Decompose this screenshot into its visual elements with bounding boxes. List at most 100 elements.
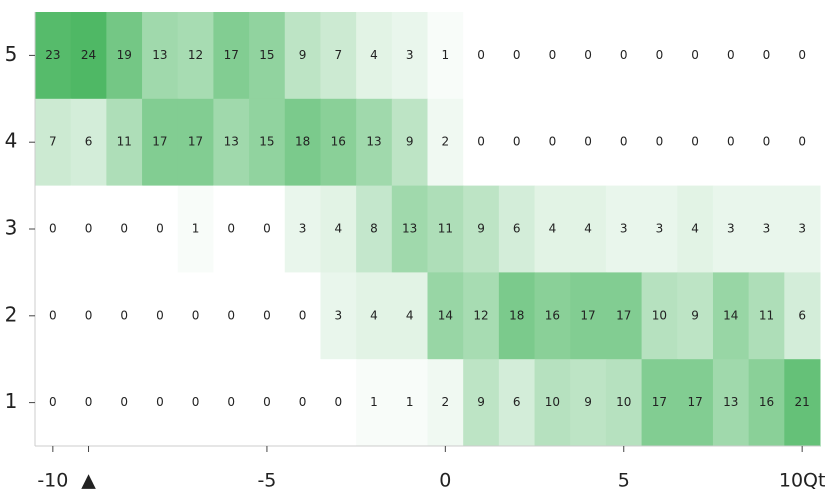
cell-label: 17 <box>224 48 239 62</box>
cell-label: 0 <box>549 135 557 149</box>
cell-label: 0 <box>85 395 93 409</box>
cell-label: 0 <box>763 48 771 62</box>
x-tick-label: 10Qt <box>779 470 826 492</box>
heat-cell <box>534 272 571 360</box>
heat-cell <box>677 12 714 100</box>
cell-label: 0 <box>513 135 521 149</box>
heat-cell <box>142 359 179 447</box>
heat-cell <box>391 272 428 360</box>
x-tick-label: -10 <box>37 470 68 492</box>
cell-label: 6 <box>513 222 521 236</box>
heat-cell <box>427 12 464 100</box>
heat-cell <box>213 12 250 100</box>
cell-label: 0 <box>120 308 128 322</box>
heat-cell <box>320 98 357 187</box>
cell-label: 18 <box>295 135 310 149</box>
cell-label: 0 <box>49 395 57 409</box>
heat-cell <box>570 185 607 273</box>
cell-label: 9 <box>406 135 414 149</box>
heat-cell <box>391 12 428 100</box>
heat-cell <box>463 359 500 447</box>
heat-cell <box>106 272 143 360</box>
cell-label: 9 <box>477 222 485 236</box>
cell-label: 0 <box>192 308 200 322</box>
cell-label: 14 <box>438 308 453 322</box>
cell-label: 0 <box>727 48 735 62</box>
heat-cell <box>213 98 250 187</box>
x-tick-label: ▲ <box>81 470 96 492</box>
cell-label: 1 <box>406 395 414 409</box>
y-tick-label: 5 <box>5 42 18 66</box>
heat-cell <box>356 98 393 187</box>
heat-cell <box>320 359 357 447</box>
cell-label: 6 <box>798 308 806 322</box>
heat-cell <box>641 359 678 447</box>
heat-cell <box>605 359 643 447</box>
heat-cell <box>427 272 464 360</box>
heat-cell <box>748 272 785 360</box>
heat-cell <box>106 359 143 447</box>
cell-label: 1 <box>442 48 450 62</box>
cell-label: 0 <box>656 48 664 62</box>
heat-cell <box>70 359 107 447</box>
heat-cell <box>213 359 250 447</box>
cell-label: 15 <box>259 135 274 149</box>
cell-label: 8 <box>370 222 378 236</box>
cell-label: 0 <box>691 135 699 149</box>
heat-cell <box>249 272 286 360</box>
cell-label: 0 <box>798 135 806 149</box>
heat-cell <box>784 185 821 273</box>
heat-cell <box>427 98 464 187</box>
cell-label: 12 <box>473 308 488 322</box>
heat-cell <box>106 98 143 187</box>
cell-label: 18 <box>509 308 524 322</box>
cell-label: 1 <box>192 222 200 236</box>
heat-cell <box>605 12 643 100</box>
heat-cell <box>748 12 785 100</box>
cell-label: 17 <box>580 308 595 322</box>
cell-label: 0 <box>227 395 235 409</box>
cell-label: 0 <box>549 48 557 62</box>
heat-cell <box>249 185 286 273</box>
heat-cell <box>570 272 607 360</box>
heat-cell <box>35 272 72 360</box>
heat-cell <box>427 359 464 447</box>
cell-label: 10 <box>616 395 631 409</box>
cell-label: 17 <box>152 135 167 149</box>
cell-label: 11 <box>759 308 774 322</box>
heat-cell <box>712 272 750 360</box>
heat-cell <box>35 359 72 447</box>
heat-cell <box>70 185 107 273</box>
cell-label: 0 <box>263 395 271 409</box>
heat-cell <box>570 359 607 447</box>
cell-label: 4 <box>549 222 557 236</box>
heat-cell <box>784 359 821 447</box>
y-tick-label: 3 <box>5 216 18 240</box>
cell-label: 0 <box>192 395 200 409</box>
heat-cell <box>320 272 357 360</box>
heat-cell <box>463 185 500 273</box>
heat-cell <box>35 12 72 100</box>
y-tick-label: 4 <box>5 129 18 153</box>
heat-cell <box>748 185 785 273</box>
cell-label: 2 <box>442 395 450 409</box>
cell-label: 0 <box>584 135 592 149</box>
heat-cell <box>284 98 321 187</box>
heat-cell <box>712 185 750 273</box>
heat-cell <box>570 12 607 100</box>
heat-cell <box>391 98 428 187</box>
heat-cell <box>534 12 571 100</box>
heat-cell <box>284 359 321 447</box>
cell-label: 14 <box>723 308 738 322</box>
cell-label: 11 <box>438 222 453 236</box>
cell-label: 10 <box>545 395 560 409</box>
cell-label: 21 <box>795 395 810 409</box>
cell-label: 0 <box>156 395 164 409</box>
heat-cell <box>570 98 607 187</box>
cell-label: 12 <box>188 48 203 62</box>
cell-label: 13 <box>224 135 239 149</box>
heat-cell <box>249 12 286 100</box>
heat-cell <box>641 185 678 273</box>
heat-cell <box>284 12 321 100</box>
